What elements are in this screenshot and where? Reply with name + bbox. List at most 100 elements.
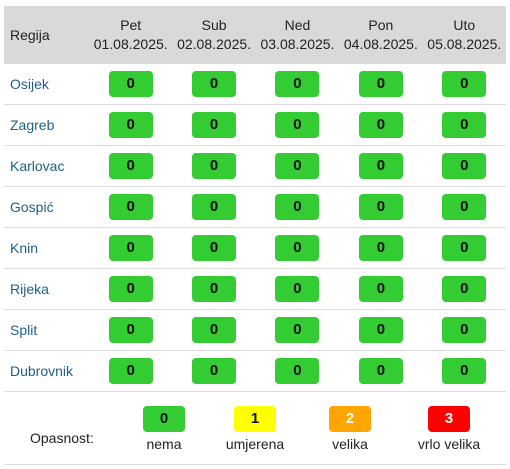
- forecast-cell: 0: [255, 350, 340, 392]
- hazard-badge: 0: [108, 235, 153, 261]
- hazard-badge: 2: [329, 406, 371, 432]
- hazard-badge: 0: [358, 276, 403, 302]
- table-row: Karlovac 0 0 0 0 0: [4, 145, 506, 187]
- hazard-badge: 3: [428, 406, 470, 432]
- hazard-badge: 0: [192, 194, 237, 220]
- hazard-badge: 0: [358, 235, 403, 261]
- forecast-cell: 0: [89, 64, 173, 105]
- hazard-badge: 0: [108, 194, 153, 220]
- hazard-badge: 0: [192, 276, 237, 302]
- day-date: 03.08.2025.: [260, 36, 335, 52]
- hazard-badge: 0: [192, 358, 237, 384]
- day-column-header: Pon 04.08.2025.: [339, 6, 423, 64]
- day-date: 04.08.2025.: [343, 36, 418, 52]
- hazard-badge: 0: [275, 71, 320, 97]
- forecast-cell: 0: [255, 145, 340, 187]
- region-column-header: Regija: [4, 6, 89, 64]
- table-row: Split 0 0 0 0 0: [4, 309, 506, 351]
- region-link[interactable]: Osijek: [4, 64, 89, 105]
- forecast-cell: 0: [255, 227, 340, 269]
- region-link[interactable]: Zagreb: [4, 104, 89, 146]
- forecast-cell: 0: [422, 104, 506, 146]
- hazard-badge: 0: [442, 317, 487, 343]
- table-row: Rijeka 0 0 0 0 0: [4, 268, 506, 310]
- forecast-cell: 0: [172, 64, 256, 105]
- forecast-cell: 0: [89, 227, 173, 269]
- hazard-badge: 0: [192, 153, 237, 179]
- table-row: Gospić 0 0 0 0 0: [4, 186, 506, 228]
- table-row: Dubrovnik 0 0 0 0 0: [4, 350, 506, 392]
- hazard-badge: 0: [108, 358, 153, 384]
- hazard-legend: Opasnost: 0 nema 1 umjerena 2 velika 3 v…: [4, 394, 506, 465]
- hazard-badge: 0: [275, 358, 320, 384]
- region-link[interactable]: Split: [4, 309, 89, 351]
- forecast-cell: 0: [339, 64, 423, 105]
- forecast-cell: 0: [89, 186, 173, 228]
- hazard-badge: 0: [442, 153, 487, 179]
- day-name: Pon: [368, 17, 394, 33]
- legend-item-none: 0 nema: [119, 406, 209, 452]
- hazard-badge: 0: [275, 153, 320, 179]
- forecast-cell: 0: [339, 186, 423, 228]
- region-link[interactable]: Knin: [4, 227, 89, 269]
- day-date: 02.08.2025.: [177, 36, 252, 52]
- day-column-header: Uto 05.08.2025.: [422, 6, 506, 64]
- legend-item-moderate: 1 umjerena: [210, 406, 300, 452]
- forecast-cell: 0: [339, 309, 423, 351]
- forecast-cell: 0: [422, 145, 506, 187]
- region-link[interactable]: Karlovac: [4, 145, 89, 187]
- hazard-badge: 0: [358, 317, 403, 343]
- forecast-cell: 0: [89, 145, 173, 187]
- hazard-badge: 0: [192, 112, 237, 138]
- hazard-badge: 0: [442, 112, 487, 138]
- forecast-cell: 0: [339, 227, 423, 269]
- forecast-cell: 0: [172, 104, 256, 146]
- forecast-cell: 0: [172, 145, 256, 187]
- legend-title: Opasnost:: [30, 430, 94, 446]
- legend-label: nema: [146, 436, 182, 452]
- legend-label: umjerena: [225, 436, 285, 452]
- legend-label: velika: [332, 436, 368, 452]
- hazard-badge: 0: [358, 358, 403, 384]
- forecast-cell: 0: [339, 145, 423, 187]
- day-name: Sub: [201, 17, 227, 33]
- forecast-cell: 0: [255, 64, 340, 105]
- hazard-badge: 0: [143, 406, 185, 432]
- forecast-cell: 0: [422, 186, 506, 228]
- hazard-badge: 0: [442, 358, 487, 384]
- region-link[interactable]: Rijeka: [4, 268, 89, 310]
- hazard-badge: 0: [358, 194, 403, 220]
- legend-label: vrlo velika: [417, 436, 481, 452]
- day-name: Uto: [453, 17, 476, 33]
- forecast-cell: 0: [422, 64, 506, 105]
- hazard-badge: 0: [108, 317, 153, 343]
- hazard-badge: 0: [442, 71, 487, 97]
- table-row: Knin 0 0 0 0 0: [4, 227, 506, 269]
- day-date: 05.08.2025.: [427, 36, 502, 52]
- forecast-cell: 0: [172, 227, 256, 269]
- day-column-header: Pet 01.08.2025.: [89, 6, 173, 64]
- forecast-cell: 0: [172, 309, 256, 351]
- forecast-cell: 0: [89, 350, 173, 392]
- day-name: Pet: [120, 17, 142, 33]
- hazard-badge: 0: [108, 276, 153, 302]
- hazard-badge: 0: [442, 194, 487, 220]
- legend-item-high: 2 velika: [305, 406, 395, 452]
- forecast-cell: 0: [422, 268, 506, 310]
- forecast-cell: 0: [89, 268, 173, 310]
- region-link[interactable]: Dubrovnik: [4, 350, 89, 392]
- hazard-badge: 0: [275, 235, 320, 261]
- region-link[interactable]: Gospić: [4, 186, 89, 228]
- forecast-cell: 0: [339, 350, 423, 392]
- hazard-badge: 0: [358, 71, 403, 97]
- hazard-badge: 0: [108, 112, 153, 138]
- hazard-badge: 0: [108, 71, 153, 97]
- hazard-badge: 0: [275, 194, 320, 220]
- table-row: Osijek 0 0 0 0 0: [4, 64, 506, 105]
- hazard-badge: 0: [275, 317, 320, 343]
- forecast-cell: 0: [89, 309, 173, 351]
- day-name: Ned: [284, 17, 311, 33]
- forecast-cell: 0: [255, 104, 340, 146]
- forecast-cell: 0: [255, 309, 340, 351]
- hazard-badge: 0: [192, 235, 237, 261]
